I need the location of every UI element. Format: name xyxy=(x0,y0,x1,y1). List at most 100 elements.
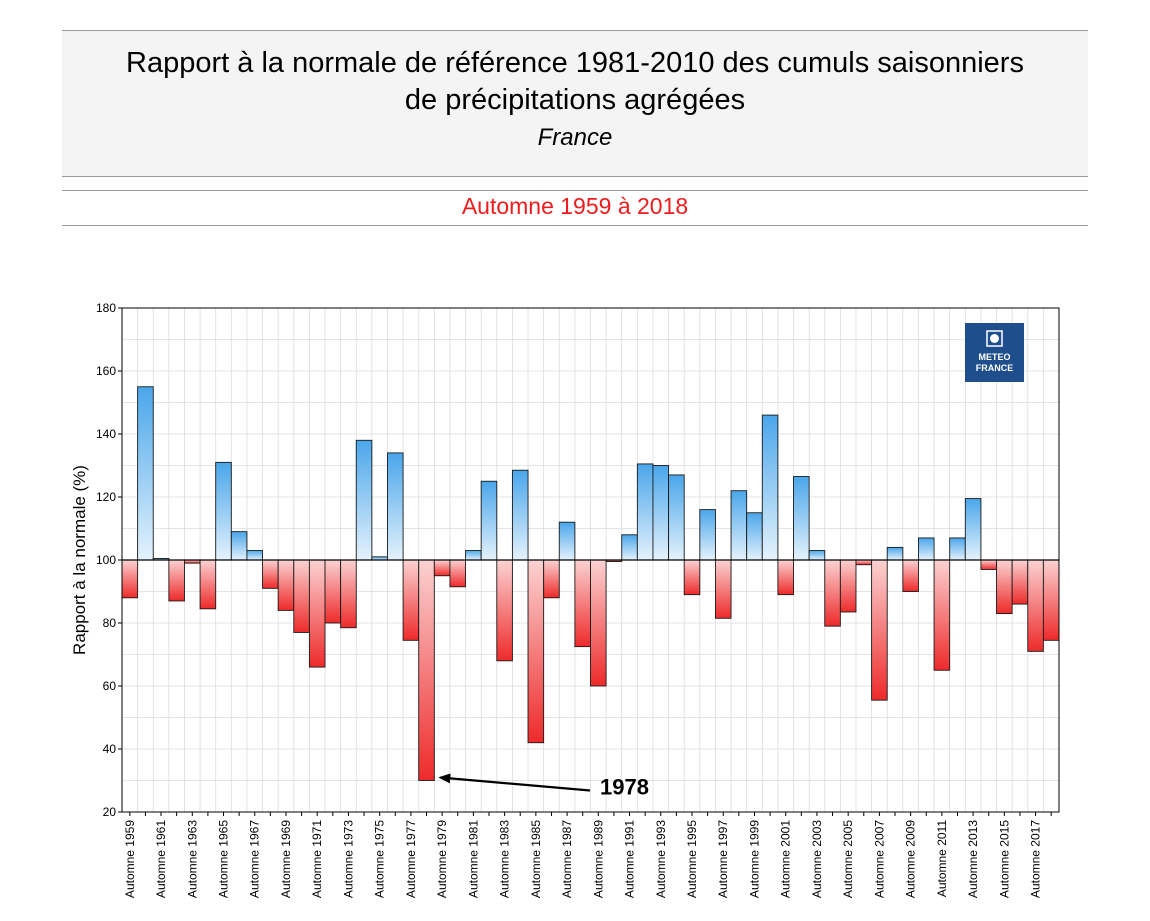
x-tick-label: Automne 1985 xyxy=(529,820,543,898)
bar-automne-1998 xyxy=(730,490,748,561)
x-tick-label: Automne 1965 xyxy=(217,820,231,898)
bar-automne-2016 xyxy=(1011,559,1029,605)
bar-automne-1965 xyxy=(215,461,232,561)
bar-automne-1968 xyxy=(262,559,279,589)
bar-automne-1969 xyxy=(277,559,295,611)
bar-automne-1994 xyxy=(668,474,685,561)
y-tick-label: 80 xyxy=(103,616,117,630)
bar-automne-1980 xyxy=(449,559,467,588)
x-tick-label: Automne 1971 xyxy=(310,820,324,898)
y-tick-label: 20 xyxy=(103,805,117,819)
bar-automne-1996 xyxy=(699,509,716,561)
annotation-arrow xyxy=(438,773,591,792)
bar-automne-2010 xyxy=(918,537,935,561)
bar-automne-1977 xyxy=(402,559,420,641)
bar-automne-2004 xyxy=(824,559,841,627)
bar-automne-2003 xyxy=(808,550,826,561)
bar-automne-1974 xyxy=(355,439,373,561)
y-tick-label: 120 xyxy=(96,490,116,504)
bar-automne-1997 xyxy=(714,559,732,619)
bar-automne-1976 xyxy=(387,452,404,561)
bar-automne-2012 xyxy=(949,537,966,561)
x-tick-label: Automne 1969 xyxy=(279,820,293,898)
x-tick-label: Automne 2011 xyxy=(935,820,949,897)
x-tick-label: Automne 2015 xyxy=(997,820,1011,898)
bar-automne-1971 xyxy=(308,559,326,668)
x-tick-label: Automne 2005 xyxy=(841,820,855,898)
bar-automne-2015 xyxy=(996,559,1013,614)
bar-automne-1985 xyxy=(527,559,545,744)
x-tick-label: Automne 2017 xyxy=(1029,820,1043,898)
x-tick-label: Automne 1997 xyxy=(716,820,730,898)
x-tick-label: Automne 1975 xyxy=(373,820,387,898)
x-tick-label: Automne 1981 xyxy=(466,820,480,898)
bar-automne-2005 xyxy=(839,559,857,613)
x-tick-label: Automne 1989 xyxy=(591,820,605,898)
y-axis-label: Rapport à la normale (%) xyxy=(70,465,89,655)
bar-automne-2014 xyxy=(980,559,997,570)
annotation-label: 1978 xyxy=(600,775,649,800)
bar-automne-1988 xyxy=(574,559,591,648)
x-tick-label: Automne 1995 xyxy=(685,820,699,898)
meteo-france-logo: METEO FRANCE xyxy=(965,323,1024,382)
bar-automne-2009 xyxy=(902,559,919,592)
bar-automne-1970 xyxy=(293,559,310,633)
bar-automne-1967 xyxy=(246,550,264,561)
bar-automne-1966 xyxy=(230,531,248,561)
chart-title-line1: Rapport à la normale de référence 1981-2… xyxy=(126,47,1024,79)
bar-automne-1979 xyxy=(433,559,451,577)
bar-automne-1982 xyxy=(480,480,498,561)
region-label: France xyxy=(537,124,613,151)
y-tick-label: 180 xyxy=(96,301,116,315)
x-tick-label: Automne 2001 xyxy=(779,820,793,898)
x-tick-label: Automne 1979 xyxy=(435,820,449,898)
bar-automne-2007 xyxy=(871,559,888,701)
bar-automne-1978 xyxy=(418,559,435,781)
x-tick-label: Automne 1961 xyxy=(154,820,168,898)
bar-automne-2011 xyxy=(933,559,951,671)
bar-automne-2008 xyxy=(886,546,904,561)
bar-automne-1991 xyxy=(621,534,638,561)
bar-automne-1987 xyxy=(558,521,576,561)
logo-line2: FRANCE xyxy=(976,363,1014,373)
y-tick-label: 160 xyxy=(96,364,116,378)
x-tick-label: Automne 1977 xyxy=(404,820,418,898)
y-tick-label: 140 xyxy=(96,427,116,441)
bar-automne-2017 xyxy=(1027,559,1044,652)
bar-automne-1995 xyxy=(683,559,701,596)
bar-automne-2018 xyxy=(1042,559,1060,641)
x-tick-label: Automne 1993 xyxy=(654,820,668,898)
bar-automne-2001 xyxy=(777,559,794,596)
y-tick-label: 60 xyxy=(103,679,117,693)
x-tick-label: Automne 1963 xyxy=(185,820,199,898)
title-panel: Rapport à la normale de référence 1981-2… xyxy=(62,30,1088,177)
bar-automne-1983 xyxy=(496,559,513,662)
bar-automne-1992 xyxy=(636,463,654,561)
y-tick-label: 40 xyxy=(103,742,117,756)
bar-automne-1999 xyxy=(746,512,763,561)
y-tick-label: 100 xyxy=(96,553,116,567)
x-tick-label: Automne 1973 xyxy=(341,820,355,898)
x-tick-label: Automne 1983 xyxy=(498,820,512,898)
x-axis-ticks: Automne 1959 Automne 1961 Automne 1963 Auto… xyxy=(123,812,1052,898)
season-panel: Automne 1959 à 2018 xyxy=(62,190,1088,226)
bar-automne-1993 xyxy=(652,465,670,561)
x-tick-label: Automne 1991 xyxy=(623,820,637,898)
chart-title-line2: de précipitations agrégées xyxy=(404,84,746,116)
bar-automne-2006 xyxy=(855,559,873,566)
season-label: Automne 1959 à 2018 xyxy=(461,193,689,219)
x-tick-label: Automne 2007 xyxy=(872,820,886,898)
x-tick-label: Automne 1987 xyxy=(560,820,574,898)
x-tick-label: Automne 2013 xyxy=(966,820,980,898)
x-tick-label: Automne 1959 xyxy=(123,820,137,898)
bar-automne-1964 xyxy=(199,559,217,610)
bar-automne-1962 xyxy=(168,559,185,602)
bar-automne-1981 xyxy=(465,550,482,561)
bar-automne-1972 xyxy=(324,559,342,624)
bar-automne-2002 xyxy=(793,476,810,561)
y-axis-ticks: 20 40 60 80 100 120 140 160 180 xyxy=(96,301,122,819)
bar-automne-1959 xyxy=(121,559,139,599)
bar-automne-2000 xyxy=(761,414,779,561)
bar-automne-2013 xyxy=(964,498,982,561)
